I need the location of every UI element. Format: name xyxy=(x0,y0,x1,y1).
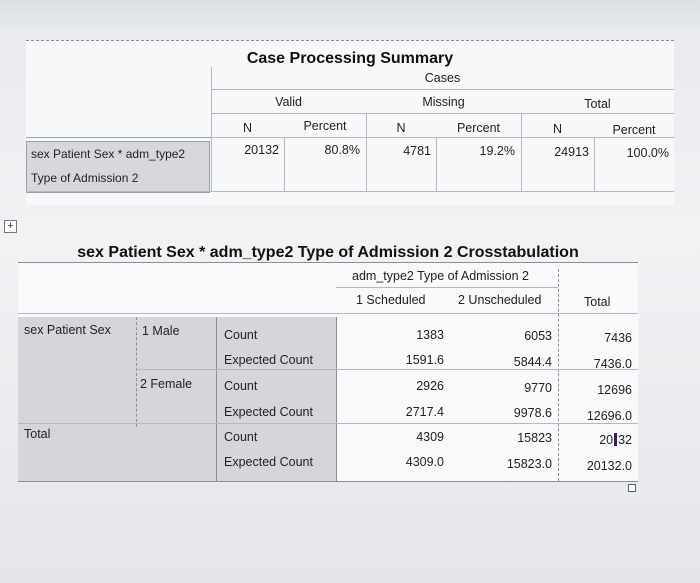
row-var-label: sex Patient Sex xyxy=(24,323,111,337)
crosstab-grid: adm_type2 Type of Admission 2 1 Schedule… xyxy=(18,262,638,482)
row-label-line-2: Type of Admission 2 xyxy=(31,171,139,185)
grid-line xyxy=(211,67,212,191)
grid-line xyxy=(366,113,367,191)
stat-label: Expected Count xyxy=(224,455,313,469)
stat-label: Expected Count xyxy=(224,405,313,419)
grid-line xyxy=(211,113,674,114)
grid-line xyxy=(18,313,638,314)
grid-line xyxy=(136,369,638,370)
cell-value: 2926 xyxy=(416,379,444,393)
cell-value: 7436 xyxy=(604,331,632,345)
cell-text-prefix: 20 xyxy=(599,433,614,447)
cell-value: 20132.0 xyxy=(586,459,632,473)
cell-text-suffix: 32 xyxy=(618,433,632,447)
grid-line xyxy=(216,317,217,481)
stat-label: Count xyxy=(224,379,258,393)
text-cursor-icon xyxy=(614,433,618,446)
grid-line xyxy=(211,89,674,90)
col-header-n: N xyxy=(552,122,563,136)
grid-line xyxy=(436,137,437,191)
case-processing-summary-table[interactable]: Case Processing Summary sex Patient Sex … xyxy=(26,40,674,205)
total-n-value: 24913 xyxy=(554,145,589,159)
valid-n-value: 20132 xyxy=(244,143,279,157)
row-group-male: 1 Male xyxy=(142,324,180,338)
missing-percent-value: 19.2% xyxy=(479,144,515,158)
grid-line xyxy=(284,137,285,191)
grid-line xyxy=(521,113,522,191)
case-summary-title: Case Processing Summary xyxy=(246,50,454,67)
stat-label: Count xyxy=(224,328,258,342)
grid-line xyxy=(136,317,137,427)
col-header-percent: Percent xyxy=(303,119,347,133)
row-group-total: Total xyxy=(24,427,51,441)
col-header-percent: Percent xyxy=(456,121,501,135)
grid-line xyxy=(211,137,674,138)
cell-value: 4309 xyxy=(416,430,444,444)
grid-line xyxy=(26,191,674,192)
col-header-unscheduled: 2 Unscheduled xyxy=(458,293,542,307)
row-header-background xyxy=(18,317,336,481)
missing-header: Missing xyxy=(422,95,465,109)
corner-cell xyxy=(26,67,211,138)
crosstab-table[interactable]: sex Patient Sex * adm_type2 Type of Admi… xyxy=(18,244,638,482)
cell-value: 4309.0 xyxy=(405,455,444,469)
case-summary-row-label-area: sex Patient Sex * adm_type2 Type of Admi… xyxy=(26,67,211,205)
row-group-female: 2 Female xyxy=(140,377,193,391)
col-var-label: adm_type2 Type of Admission 2 xyxy=(352,269,529,283)
plus-box-icon[interactable]: + xyxy=(4,220,17,233)
col-header-n: N xyxy=(242,121,253,135)
col-header-percent: Percent xyxy=(612,123,656,137)
cell-value: 9978.6 xyxy=(513,406,552,420)
total-percent-value: 100.0% xyxy=(626,146,669,160)
cell-value: 6053 xyxy=(524,329,552,343)
cases-group-header: Cases xyxy=(424,71,461,85)
grid-line xyxy=(336,317,337,481)
stat-label: Count xyxy=(224,430,258,444)
selected-cell-value[interactable]: 20 32 xyxy=(558,433,632,447)
row-label-line-1: sex Patient Sex * adm_type2 xyxy=(31,147,186,161)
col-header-n: N xyxy=(396,121,406,135)
case-summary-grid: sex Patient Sex * adm_type2 Type of Admi… xyxy=(26,67,674,205)
total-header: Total xyxy=(584,97,611,111)
col-header-total: Total xyxy=(584,295,611,309)
cell-value: 15823 xyxy=(517,431,552,445)
resize-handle-icon[interactable] xyxy=(628,484,636,492)
stat-label: Expected Count xyxy=(224,353,313,367)
case-summary-row-label: sex Patient Sex * adm_type2 Type of Admi… xyxy=(26,141,210,193)
cell-value: 1591.6 xyxy=(405,353,444,367)
cell-value: 12696.0 xyxy=(586,409,632,423)
col-header-scheduled: 1 Scheduled xyxy=(356,293,426,307)
cell-value: 2717.4 xyxy=(405,405,444,419)
valid-header: Valid xyxy=(275,95,302,109)
grid-line xyxy=(336,287,558,288)
cell-value: 15823.0 xyxy=(506,457,552,471)
crosstab-title: sex Patient Sex * adm_type2 Type of Admi… xyxy=(77,244,579,261)
grid-line xyxy=(558,269,559,481)
cell-value: 9770 xyxy=(524,381,552,395)
grid-line xyxy=(594,137,595,191)
cell-value: 7436.0 xyxy=(593,357,632,371)
cell-value: 1383 xyxy=(416,328,444,342)
grid-line xyxy=(18,423,638,424)
cell-value: 12696 xyxy=(597,383,632,397)
missing-n-value: 4781 xyxy=(403,144,431,158)
cell-value: 5844.4 xyxy=(513,355,552,369)
valid-percent-value: 80.8% xyxy=(324,143,360,157)
